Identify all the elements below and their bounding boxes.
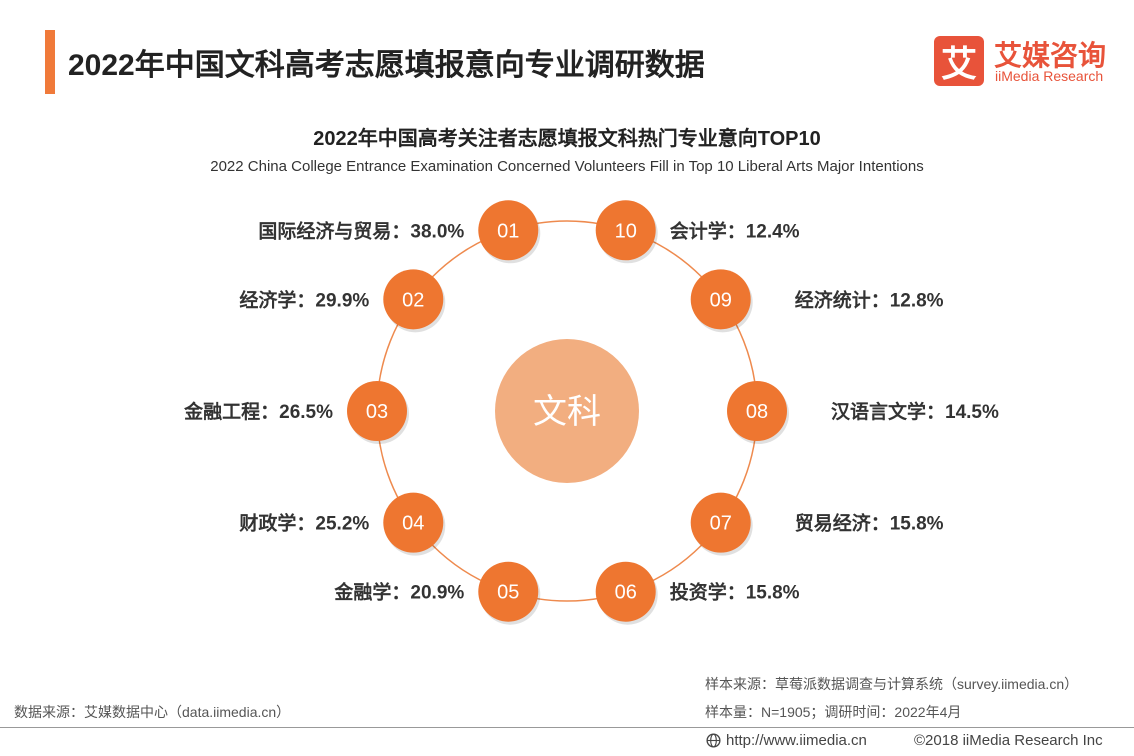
rank-number: 04 [402,513,424,535]
rank-node [690,269,751,330]
rank-label: 投资学：15.8% [670,581,800,604]
rank-number: 08 [746,401,768,423]
page-title: 2022年中国文科高考志愿填报意向专业调研数据 [68,49,705,82]
rank-node [478,200,539,261]
rank-number: 10 [615,220,637,242]
center-label: 文科 [533,393,601,431]
ranking-item-08: 08 汉语言文学：14.5% [727,381,999,444]
ranking-item-09: 09 经济统计：12.8% [690,269,944,333]
sample-source: 样本来源：草莓派数据调查与计算系统（survey.iimedia.cn） [705,676,1079,692]
rank-label: 会计学：12.4% [670,219,800,242]
rank-node [383,492,444,553]
rank-label: 经济学：29.9% [239,288,369,311]
logo-name-cn: 艾媒咨询 [994,40,1107,71]
rank-number: 09 [710,289,732,311]
rank-label: 经济统计：12.8% [795,288,944,311]
rank-label: 国际经济与贸易：38.0% [258,219,464,242]
rank-number: 01 [497,220,519,242]
rank-node [478,561,539,622]
logo-name-en: iiMedia Research [995,68,1104,84]
ranking-item-06: 06 投资学：15.8% [595,561,800,625]
rank-number: 07 [710,513,732,535]
rank-number: 06 [615,582,637,604]
sample-size: 样本量：N=1905；调研时间：2022年4月 [705,704,962,720]
ranking-item-07: 07 贸易经济：15.8% [690,492,944,556]
rank-label: 汉语言文学：14.5% [831,400,999,423]
footer-divider [0,727,1134,728]
ranking-item-01: 01 国际经济与贸易：38.0% [258,200,541,264]
ranking-item-04: 04 财政学：25.2% [239,492,446,556]
chart-title: 2022年中国高考关注者志愿填报文科热门专业意向TOP10 [313,128,821,150]
rank-label: 贸易经济：15.8% [795,512,944,535]
brand-logo: 艾 艾媒咨询 iiMedia Research [934,36,1114,88]
rank-number: 03 [366,401,388,423]
rank-node [595,561,656,622]
rank-label: 财政学：25.2% [239,512,369,535]
ranking-item-10: 10 会计学：12.4% [595,200,800,264]
rank-node [727,381,787,441]
rank-label: 金融学：20.9% [333,581,464,604]
title-accent-bar [45,30,55,94]
logo-mark: 艾 [934,36,984,86]
ranking-item-05: 05 金融学：20.9% [333,561,541,625]
copyright: ©2018 iiMedia Research Inc [914,732,1103,749]
rank-label: 金融工程：26.5% [183,400,333,423]
rank-number: 02 [402,289,424,311]
chart-subtitle: 2022 China College Entrance Examination … [210,158,924,175]
globe-icon [706,733,721,748]
footer-url[interactable]: http://www.iimedia.cn [706,732,867,749]
rank-node [595,200,656,261]
footer-url-text[interactable]: http://www.iimedia.cn [726,732,867,749]
rank-node [347,381,407,441]
data-source: 数据来源：艾媒数据中心（data.iimedia.cn） [14,704,291,720]
center-circle [495,339,639,483]
rank-number: 05 [497,582,519,604]
rank-node [690,492,751,553]
ranking-item-02: 02 经济学：29.9% [239,269,446,333]
rank-node [383,269,444,330]
ranking-item-03: 03 金融工程：26.5% [183,381,409,444]
